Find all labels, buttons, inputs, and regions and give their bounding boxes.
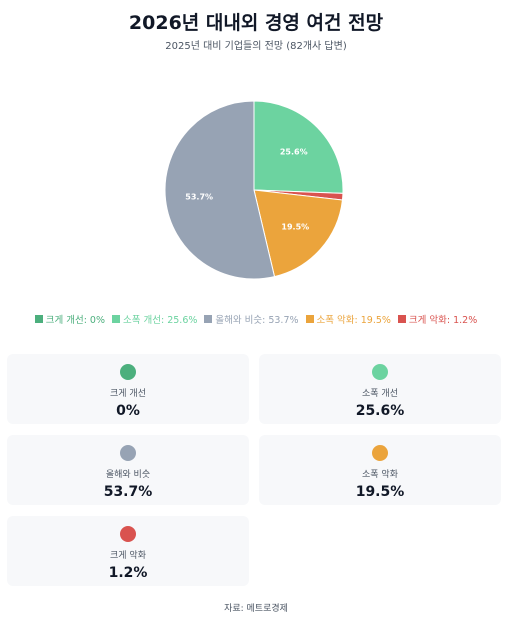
- legend-item-4: 올해와 비슷: 53.7%: [204, 312, 299, 326]
- stat-card: 크게 악화 1.2%: [7, 516, 249, 586]
- source-note: 자료: 메트로경제: [224, 604, 288, 614]
- color-dot: [372, 445, 388, 461]
- pie-chart: 25.6% 19.5% 53.7%: [164, 100, 344, 280]
- color-dot: [120, 445, 136, 461]
- legend-item-2: 크게 악화: 1.2%: [397, 312, 478, 326]
- color-dot: [120, 364, 136, 380]
- chart-subtitle: 2025년 대비 기업들의 전망 (82개사 답변): [165, 41, 347, 52]
- stat-card-value: 19.5%: [355, 484, 405, 500]
- legend-label: 크게 악화: 1.2%: [408, 315, 478, 326]
- stat-card-label: 올해와 비슷: [105, 470, 151, 480]
- legend-label: 올해와 비슷: 53.7%: [215, 315, 299, 326]
- chart-title: 2026년 대내외 경영 여건 전망: [128, 12, 384, 34]
- legend-label: 소폭 악화: 19.5%: [316, 315, 391, 326]
- legend-swatch: [204, 315, 213, 323]
- legend-item-1: 소폭 개선: 25.6%: [112, 312, 197, 326]
- stat-card-label: 크게 악화: [110, 551, 146, 561]
- stat-card-value: 53.7%: [103, 484, 153, 500]
- color-dot: [372, 364, 388, 380]
- chart-legend: 크게 개선: 0% 소폭 개선: 25.6% 올해와 비슷: 53.7% 소폭 악화:…: [0, 312, 512, 326]
- stat-card: 소폭 개선 25.6%: [259, 354, 501, 424]
- pie-label-1: 25.6%: [280, 148, 308, 157]
- legend-swatch: [305, 315, 314, 323]
- color-dot: [120, 526, 136, 542]
- legend-label: 소폭 개선: 25.6%: [123, 315, 198, 326]
- stat-card-label: 소폭 개선: [362, 389, 398, 399]
- pie-slice-1: [253, 100, 344, 194]
- pie-slice-4: [164, 100, 276, 280]
- pie-slice-3: [253, 189, 343, 278]
- stat-card-label: 크게 개선: [110, 389, 146, 399]
- legend-swatch: [112, 315, 121, 323]
- stat-card: 올해와 비슷 53.7%: [7, 435, 249, 505]
- stat-card: 소폭 악화 19.5%: [259, 435, 501, 505]
- legend-label: 크게 개선: 0%: [45, 315, 106, 326]
- stat-card-value: 0%: [116, 403, 140, 419]
- legend-item-3: 소폭 악화: 19.5%: [305, 312, 391, 326]
- legend-swatch: [34, 315, 43, 323]
- stat-card-value: 1.2%: [108, 565, 148, 581]
- pie-label-3: 19.5%: [281, 223, 309, 232]
- stat-card-value: 25.6%: [355, 403, 405, 419]
- legend-swatch: [397, 315, 406, 323]
- pie-label-4: 53.7%: [185, 192, 213, 201]
- stat-card-label: 소폭 악화: [362, 470, 398, 480]
- legend-item-0: 크게 개선: 0%: [34, 312, 106, 326]
- stat-card: 크게 개선 0%: [7, 354, 249, 424]
